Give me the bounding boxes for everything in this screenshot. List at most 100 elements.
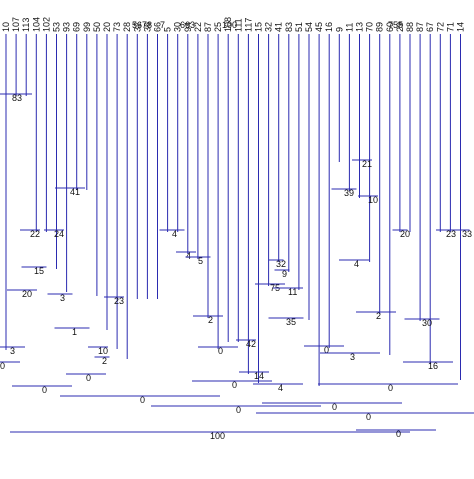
- leaf-label: 87: [203, 22, 213, 32]
- leaf-label: 32: [132, 22, 142, 32]
- leaf-label: 13: [355, 22, 365, 32]
- cluster-label: 100: [222, 20, 237, 30]
- leaf-label: 10: [1, 22, 11, 32]
- leaf-label: 70: [365, 22, 375, 32]
- leaf-label: 50: [92, 22, 102, 32]
- leaf-label: 111: [233, 18, 243, 32]
- node-label: 0: [86, 373, 91, 383]
- node-label: 42: [246, 339, 256, 349]
- leaf-label: 9: [334, 27, 344, 32]
- node-label: 16: [428, 361, 438, 371]
- leaf-label: 60: [385, 22, 395, 32]
- leaf-label: 71: [445, 22, 455, 32]
- leaf-label: 88: [405, 22, 415, 32]
- leaf-label: 41: [274, 22, 284, 32]
- node-label: 0: [140, 395, 145, 405]
- node-label: 4: [354, 259, 359, 269]
- leaf-label: 16: [324, 22, 334, 32]
- node-label: 0: [388, 383, 393, 393]
- node-label: 100: [210, 431, 225, 441]
- leaf-label: 51: [294, 22, 304, 32]
- node-label: 30: [422, 318, 432, 328]
- node-label: 11: [288, 287, 297, 297]
- leaf-label: 89: [375, 22, 385, 32]
- node-label: 15: [34, 266, 44, 276]
- node-label: 0: [42, 385, 47, 395]
- node-label: 0: [332, 402, 337, 412]
- node-label: 23: [114, 296, 124, 306]
- node-label: 32: [276, 259, 286, 269]
- node-label: 24: [54, 229, 64, 239]
- node-label: 14: [254, 371, 264, 381]
- node-label: 20: [400, 229, 410, 239]
- node-label: 20: [22, 289, 32, 299]
- leaf-label: 66: [153, 22, 163, 32]
- leaf-label: 54: [304, 22, 314, 32]
- node-label: 2: [376, 311, 381, 321]
- node-label: 0: [218, 346, 223, 356]
- leaf-label: 20: [102, 22, 112, 32]
- node-label: 3: [60, 293, 65, 303]
- leaf-label: 73: [112, 22, 122, 32]
- node-label: 4: [186, 251, 191, 261]
- node-label: 4: [278, 383, 283, 393]
- node-label: 0: [396, 429, 401, 439]
- leaf-label: 32: [264, 22, 274, 32]
- leaf-label: 69: [72, 22, 82, 32]
- node-label: 0: [232, 380, 237, 390]
- node-label: 0: [366, 412, 371, 422]
- node-label: 9: [282, 269, 287, 279]
- leaf-label: 14: [456, 22, 466, 32]
- leaf-label: 104: [31, 17, 41, 32]
- node-label: 4: [172, 229, 177, 239]
- node-label: 3: [10, 346, 15, 356]
- node-label: 35: [286, 317, 296, 327]
- node-label: 10: [98, 346, 108, 356]
- cluster-label: 7: [160, 20, 165, 30]
- leaf-label: 36: [142, 22, 152, 32]
- leaf-label: 29: [395, 22, 405, 32]
- node-label: 23: [446, 229, 456, 239]
- node-label: 41: [70, 187, 80, 197]
- node-label: 5: [198, 256, 203, 266]
- leaf-label: 72: [435, 22, 445, 32]
- node-label: 0: [0, 361, 5, 371]
- leaf-label: 117: [243, 18, 253, 32]
- node-label: 2: [208, 315, 213, 325]
- node-label: 2: [102, 356, 107, 366]
- leaf-label: 93: [62, 22, 72, 32]
- leaf-label: 53: [52, 22, 62, 32]
- leaf-label: 108: [223, 17, 233, 32]
- leaf-label: 30: [173, 22, 183, 32]
- leaf-label: 45: [314, 22, 324, 32]
- node-label: 83: [12, 93, 22, 103]
- cluster-label: 755: [388, 20, 403, 30]
- leaf-label: 87: [415, 22, 425, 32]
- node-label: 21: [362, 159, 372, 169]
- leaf-label: 113: [21, 18, 31, 32]
- node-label: 22: [30, 229, 40, 239]
- leaf-label: 28: [122, 22, 132, 32]
- node-label: 0: [324, 345, 329, 355]
- leaf-label: 15: [254, 22, 264, 32]
- cluster-label: 663: [180, 20, 195, 30]
- leaf-label: 107: [11, 17, 21, 32]
- leaf-label: 11: [344, 23, 354, 32]
- leaf-label: 25: [213, 22, 223, 32]
- leaf-label: 83: [284, 22, 294, 32]
- leaf-label: 102: [41, 17, 51, 32]
- leaf-label: 94: [183, 22, 193, 32]
- leaf-label: 67: [425, 22, 435, 32]
- node-label: 3: [350, 352, 355, 362]
- leaf-label: 99: [82, 22, 92, 32]
- cluster-label: 5678: [132, 20, 152, 30]
- leaf-label: 5: [163, 27, 173, 32]
- leaf-label: 22: [193, 22, 203, 32]
- node-label: 1: [72, 327, 77, 337]
- node-label: 10: [368, 195, 378, 205]
- node-label: 0: [236, 405, 241, 415]
- node-label: 39: [344, 188, 354, 198]
- node-label: 33: [462, 229, 472, 239]
